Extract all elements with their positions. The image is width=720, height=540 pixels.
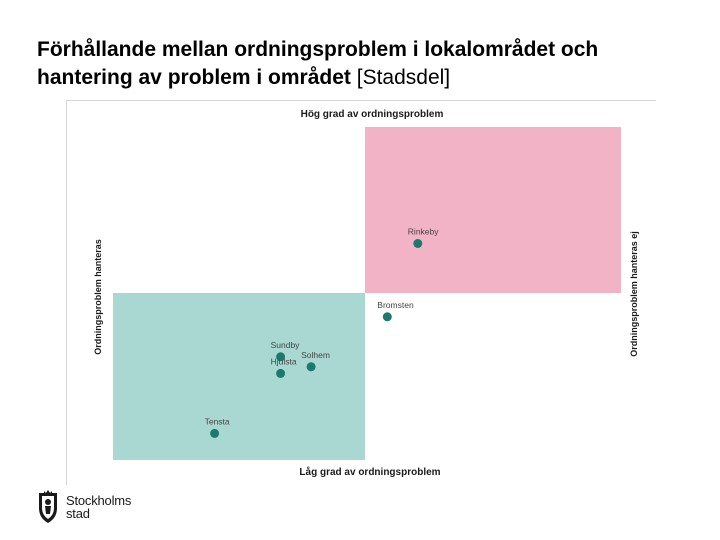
- data-point-hjulsta: [276, 368, 286, 378]
- data-label-hjulsta: Hjulsta: [271, 356, 297, 366]
- slide-title-bracket: [Stadsdel]: [356, 66, 451, 89]
- data-point-sundby: [276, 352, 286, 362]
- x-axis-label: Låg grad av ordningsproblem: [299, 466, 440, 478]
- y-axis-label-right: Ordningsproblem hanteras ej: [629, 231, 639, 357]
- quadrant-high-not-handled: [365, 127, 621, 293]
- logo-line-1: Stockholms: [66, 493, 132, 508]
- data-label-sundby: Sundby: [271, 340, 301, 350]
- data-label-rinkeby: Rinkeby: [408, 227, 439, 237]
- slide-title-text: Förhållande mellan ordningsproblem i lok…: [37, 38, 599, 89]
- quadrant-low-handled: [113, 293, 365, 460]
- data-point-rinkeby: [413, 239, 423, 248]
- data-point-tensta: [210, 428, 220, 438]
- city-crest-icon: [39, 490, 57, 523]
- data-label-tensta: Tensta: [205, 416, 230, 426]
- y-axis-label-left: Ordningsproblem hanteras: [93, 239, 103, 355]
- data-point-bromsten: [382, 312, 392, 322]
- stockholms-stad-logo: Stockholms stad: [36, 490, 156, 530]
- chart-frame: [66, 100, 656, 485]
- chart-title: Hög grad av ordningsproblem: [301, 109, 444, 120]
- data-label-bromsten: Bromsten: [377, 300, 414, 310]
- data-label-solhem: Solhem: [301, 350, 330, 360]
- logo-line-2: stad: [66, 506, 90, 521]
- slide-title: Förhållande mellan ordningsproblem i lok…: [37, 36, 697, 92]
- data-point-solhem: [306, 362, 316, 372]
